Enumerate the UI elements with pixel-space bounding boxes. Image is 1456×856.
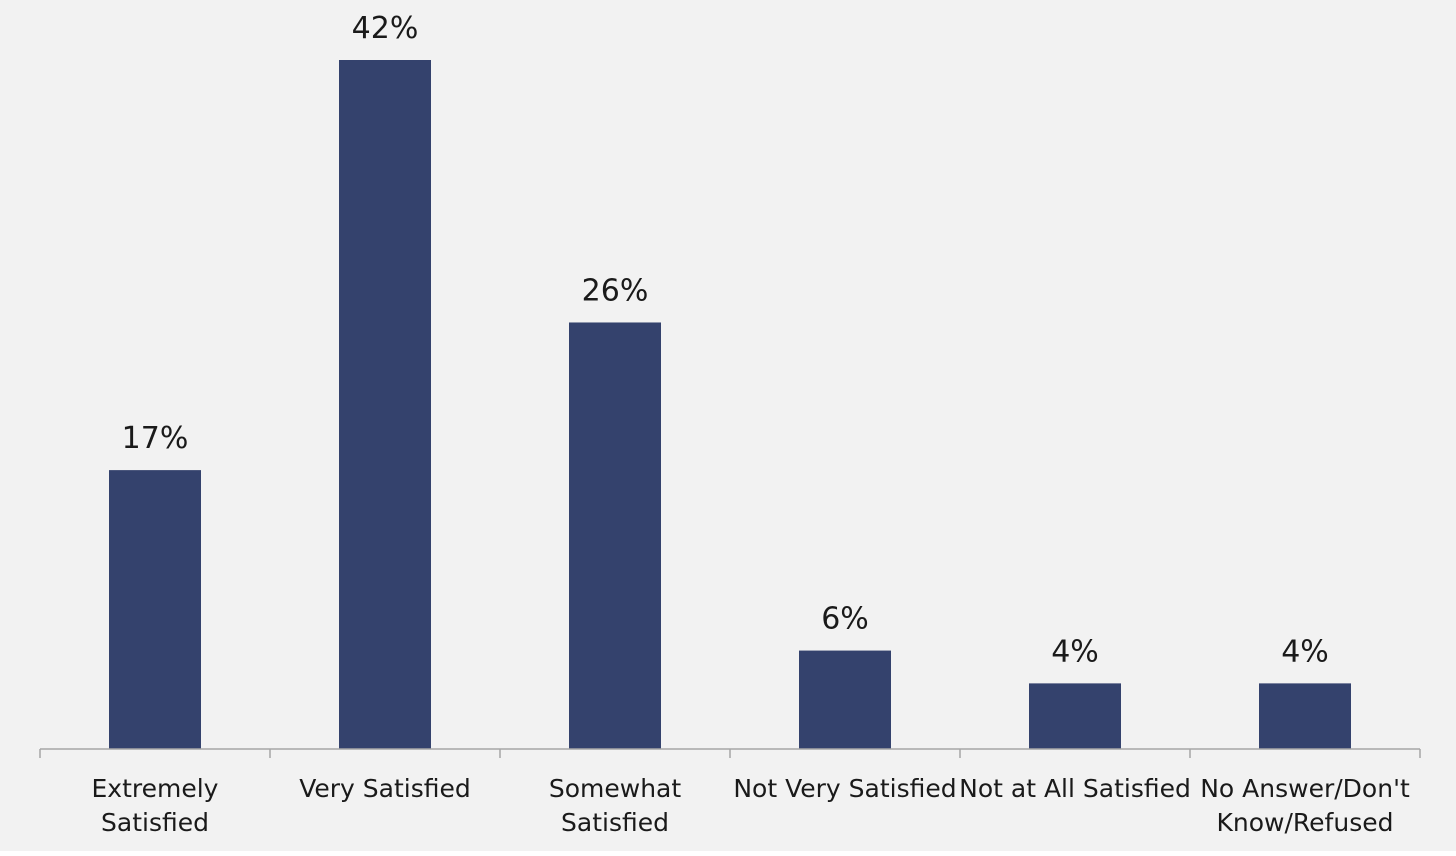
- category-label-line: Not at All Satisfied: [959, 774, 1191, 803]
- category-label: No Answer/Don't Know/Refused: [1200, 774, 1410, 837]
- bar: [109, 470, 201, 749]
- data-label: 42%: [352, 11, 419, 46]
- category-label-line: Not Very Satisfied: [733, 774, 956, 803]
- data-labels-layer: 17% 42% 26% 6% 4% 4%: [122, 11, 1329, 669]
- category-label-line: Somewhat: [549, 774, 682, 803]
- category-label-line: Satisfied: [561, 808, 669, 837]
- data-label: 4%: [1051, 634, 1099, 669]
- category-label: Not at All Satisfied: [959, 774, 1191, 803]
- category-label-line: Extremely: [92, 774, 219, 803]
- data-label: 17%: [122, 421, 189, 456]
- bar: [799, 650, 891, 749]
- category-label: Somewhat Satisfied: [549, 774, 682, 837]
- category-label: Not Very Satisfied: [733, 774, 956, 803]
- data-label: 4%: [1281, 634, 1329, 669]
- category-label-line: Know/Refused: [1217, 808, 1394, 837]
- category-label: Extremely Satisfied: [92, 774, 219, 837]
- x-axis: [39, 748, 1421, 758]
- bar: [1259, 683, 1351, 749]
- data-label: 6%: [821, 602, 869, 637]
- category-label-line: No Answer/Don't: [1200, 774, 1410, 803]
- category-label-line: Satisfied: [101, 808, 209, 837]
- bar: [569, 322, 661, 749]
- bar: [1029, 683, 1121, 749]
- bar: [339, 60, 431, 749]
- bars-layer: [109, 60, 1351, 749]
- category-label: Very Satisfied: [299, 774, 471, 803]
- data-label: 26%: [582, 273, 649, 308]
- category-label-line: Very Satisfied: [299, 774, 471, 803]
- category-labels-layer: Extremely Satisfied Very Satisfied Somewhat…: [92, 774, 1410, 837]
